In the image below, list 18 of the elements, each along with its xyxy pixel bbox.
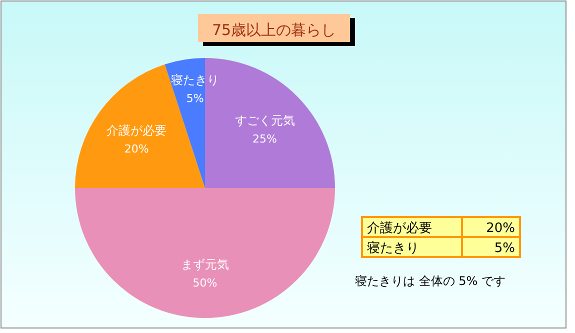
pie-slice — [75, 64, 205, 188]
text: 寝たきりは 全体の 5% です — [355, 274, 506, 288]
chart-title: 75歳以上の暮らし — [212, 21, 336, 39]
slice-label: 寝たきり — [171, 72, 220, 87]
text: 5% — [494, 241, 515, 256]
text: 20% — [486, 221, 515, 236]
data-label: 5% — [186, 92, 204, 105]
data-label: 20% — [124, 142, 149, 156]
pie-slice — [164, 58, 205, 188]
text: 介護が必要 — [367, 221, 432, 236]
slice-label: 介護が必要 — [106, 123, 167, 138]
data-label: 50% — [192, 276, 218, 290]
text: 寝たきり — [367, 241, 419, 256]
slice-label: すごく元気 — [234, 113, 295, 128]
data-label: 25% — [252, 132, 277, 146]
pie-slice — [75, 188, 335, 318]
slice-label: まず元気 — [181, 258, 229, 272]
pie-slice — [205, 58, 335, 188]
